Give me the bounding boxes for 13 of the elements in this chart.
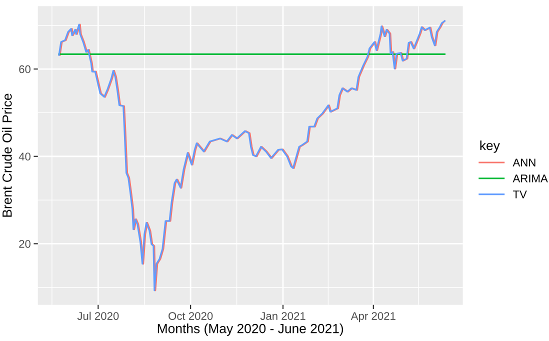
y-tick-label: 40 [18,152,31,161]
legend-title: key [480,140,500,153]
x-tick-label: Oct 2020 [168,312,213,320]
legend-label: ARIMA [512,174,548,182]
y-tick-label: 20 [19,240,31,248]
x-tick-label: Jul 2020 [77,312,119,320]
legend-label: ANN [512,158,536,166]
y-tick-label: 60 [19,65,31,74]
x-tick-label: Apr 2021 [350,312,396,322]
legend-label: TV [512,190,527,198]
x-tick-label: Jan 2021 [260,312,306,320]
x-axis-title: Months (May 2020 - June 2021) [158,324,344,336]
y-axis-title: Brent Crude Oil Price [2,94,12,217]
